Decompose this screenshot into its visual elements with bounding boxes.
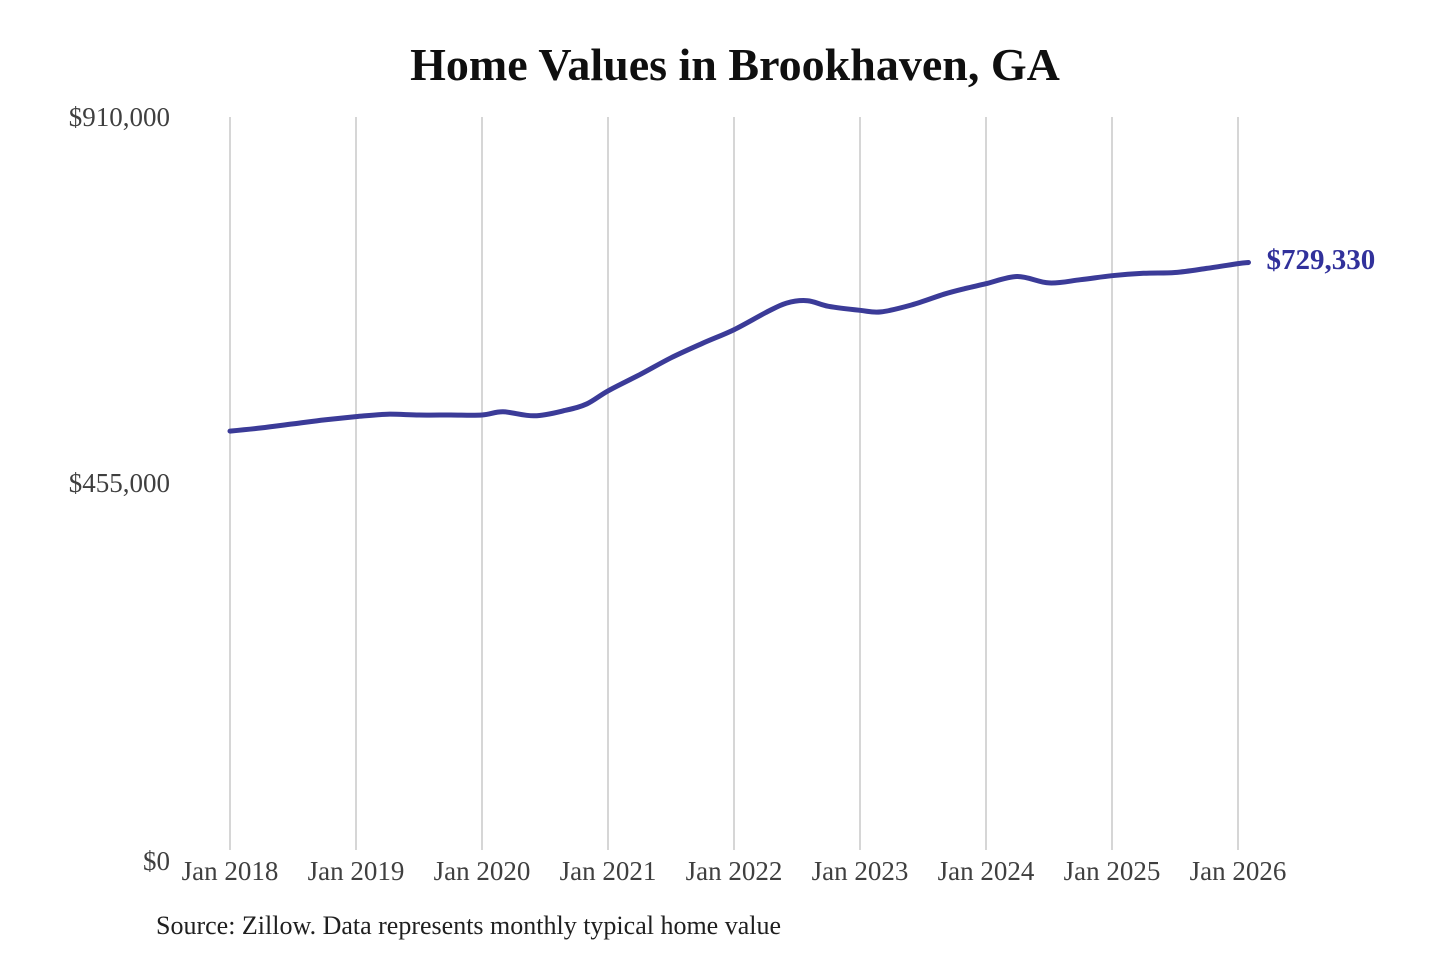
home-value-line	[227, 260, 1251, 434]
source-note: Source: Zillow. Data represents monthly …	[156, 911, 782, 940]
x-tick-label: Jan 2026	[1189, 856, 1287, 886]
y-tick-label: $910,000	[68, 101, 170, 132]
x-tick-label: Jan 2022	[685, 856, 783, 886]
x-tick-label: Jan 2019	[307, 856, 405, 886]
y-tick-label: $0	[143, 845, 170, 876]
y-tick-label: $455,000	[68, 468, 170, 498]
chart-title: Home Values in Brookhaven, GA	[410, 39, 1060, 90]
x-tick-label: Jan 2020	[433, 856, 531, 886]
x-tick-label: Jan 2021	[559, 856, 657, 886]
x-tick-label: Jan 2024	[937, 856, 1035, 886]
x-tick-label: Jan 2018	[181, 856, 279, 886]
latest-value-callout: $729,330	[1266, 243, 1376, 276]
x-tick-label: Jan 2023	[811, 856, 909, 886]
x-tick-label: Jan 2025	[1063, 856, 1161, 886]
